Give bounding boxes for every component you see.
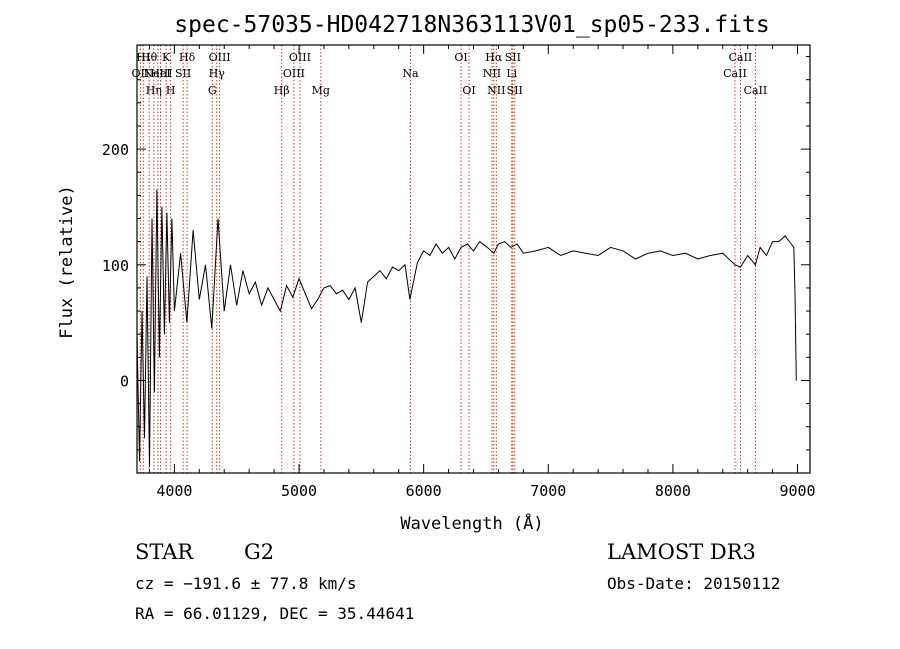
spectral-line-label: SII <box>505 51 521 64</box>
x-tick-label: 9000 <box>779 482 815 500</box>
spectral-line-markers <box>139 45 756 473</box>
spectral-line-label: SII <box>507 84 523 97</box>
plot-frame <box>136 44 811 474</box>
spectral-line-label: Hδ <box>179 51 196 64</box>
redshift-velocity: cz = −191.6 ± 77.8 km/s <box>135 574 357 593</box>
spectral-line-label: OII <box>132 67 150 80</box>
y-tick-label: 200 <box>102 141 129 159</box>
sky-coordinates: RA = 66.01129, DEC = 35.44641 <box>135 604 415 623</box>
observation-date: Obs-Date: 20150112 <box>607 574 781 593</box>
spectral-line-label: OIII <box>283 67 305 80</box>
object-subclass: G2 <box>244 540 275 564</box>
spectral-line-label: G <box>208 84 217 97</box>
spectral-line-label: CaII <box>729 51 753 64</box>
spectral-line-label: OI <box>454 51 467 64</box>
spectral-line-label: K <box>162 51 171 64</box>
axis-ticks: 4000 5000 6000 7000 8000 9000 0 100 200 <box>102 45 816 500</box>
spectral-line-label: CaII <box>723 67 747 80</box>
spectral-line-label: OI <box>462 84 475 97</box>
y-axis-label: Flux (relative) <box>57 185 77 339</box>
x-tick-label: 8000 <box>655 482 691 500</box>
spectrum-line <box>136 189 797 468</box>
spectral-line-label: Hγ <box>209 67 226 80</box>
spectral-line-label: SII <box>175 67 191 80</box>
spectral-line-label: H <box>166 84 176 97</box>
spectral-line-label: OIII <box>289 51 311 64</box>
spectral-line-label: CaII <box>744 84 768 97</box>
spectral-line-label: Na <box>402 67 419 80</box>
spectral-line-label: Hβ <box>274 84 290 97</box>
x-axis-label: Wavelength (Å) <box>400 512 543 534</box>
spectral-line-label: Hθ <box>141 51 158 64</box>
y-tick-label: 0 <box>120 372 129 390</box>
x-tick-label: 6000 <box>406 482 442 500</box>
chart-title: spec-57035-HD042718N363113V01_sp05-233.f… <box>174 12 769 38</box>
spectral-line-label: Hη <box>146 84 162 97</box>
x-tick-label: 5000 <box>281 482 317 500</box>
spectral-line-label: Li <box>506 67 517 80</box>
survey-name: LAMOST DR3 <box>607 540 756 564</box>
spectral-line-label: NeIII <box>143 67 172 80</box>
spectral-line-label: OIII <box>209 51 231 64</box>
x-tick-label: 4000 <box>156 482 192 500</box>
y-tick-label: 100 <box>102 257 129 275</box>
spectrum-series-group <box>136 189 797 468</box>
spectral-line-label: NII <box>487 84 505 97</box>
object-class: STAR <box>135 540 194 564</box>
spectral-line-label: Hα <box>485 51 503 64</box>
x-tick-label: 7000 <box>530 482 566 500</box>
spectral-line-label: HeI <box>150 67 170 80</box>
spectral-line-label: HI <box>136 51 150 64</box>
spectral-line-label: NII <box>483 67 501 80</box>
spectral-line-label: Mg <box>312 84 330 97</box>
